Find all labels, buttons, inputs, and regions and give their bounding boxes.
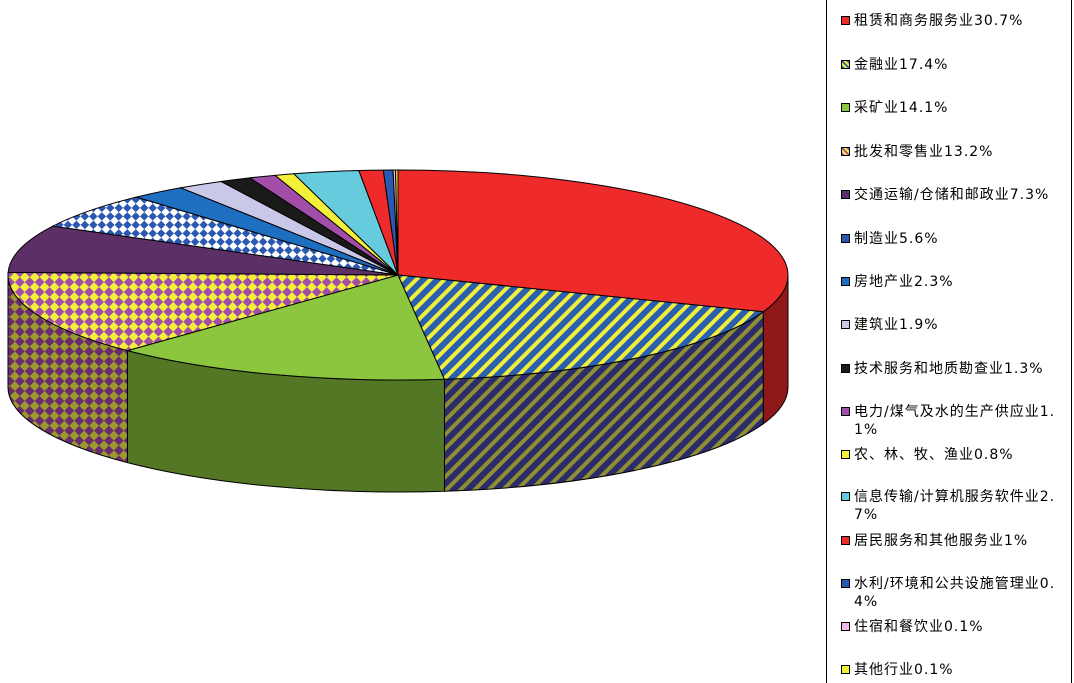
legend-item: 农、林、牧、渔业0.8% bbox=[841, 446, 1071, 464]
chart-legend: 租赁和商务服务业30.7% 金融业17.4% 采矿业14.1% 批发和零售业13.2%… bbox=[826, 0, 1072, 683]
pie-chart bbox=[7, 169, 789, 493]
legend-label: 住宿和餐饮业0.1% bbox=[854, 619, 984, 635]
legend-swatch bbox=[841, 364, 850, 373]
legend-label: 建筑业1.9% bbox=[854, 317, 939, 333]
legend-label: 水利/环境和公共设施管理业0.4% bbox=[854, 576, 1056, 610]
legend-item: 电力/煤气及水的生产供应业1.1% bbox=[841, 403, 1071, 439]
legend-label: 房地产业2.3% bbox=[854, 274, 954, 290]
legend-label: 居民服务和其他服务业1% bbox=[854, 533, 1029, 549]
legend-label: 交通运输/仓储和邮政业7.3% bbox=[854, 187, 1050, 203]
legend-swatch bbox=[841, 492, 850, 501]
legend-label: 租赁和商务服务业30.7% bbox=[854, 13, 1024, 29]
legend-item: 租赁和商务服务业30.7% bbox=[841, 12, 1071, 30]
pie-slice-4 bbox=[7, 225, 399, 276]
legend-swatch bbox=[841, 103, 850, 112]
legend-item: 水利/环境和公共设施管理业0.4% bbox=[841, 575, 1071, 611]
legend-swatch bbox=[841, 234, 850, 243]
legend-item: 制造业5.6% bbox=[841, 230, 1071, 248]
legend-label: 电力/煤气及水的生产供应业1.1% bbox=[854, 404, 1056, 438]
pie-top-faces bbox=[7, 169, 789, 381]
legend-item: 其他行业0.1% bbox=[841, 661, 1071, 679]
legend-item: 信息传输/计算机服务软件业2.7% bbox=[841, 488, 1071, 524]
legend-swatch bbox=[841, 407, 850, 416]
legend-swatch bbox=[841, 16, 850, 25]
pie-slice-1 bbox=[397, 274, 765, 380]
legend-swatch bbox=[841, 277, 850, 286]
pie-slice-2 bbox=[125, 274, 446, 381]
legend-swatch bbox=[841, 536, 850, 545]
legend-item: 金融业17.4% bbox=[841, 56, 1071, 74]
legend-item: 批发和零售业13.2% bbox=[841, 143, 1071, 161]
legend-item: 交通运输/仓储和邮政业7.3% bbox=[841, 186, 1071, 204]
legend-swatch bbox=[841, 622, 850, 631]
legend-label: 信息传输/计算机服务软件业2.7% bbox=[854, 489, 1056, 523]
legend-swatch bbox=[841, 665, 850, 674]
legend-item: 房地产业2.3% bbox=[841, 273, 1071, 291]
legend-item: 居民服务和其他服务业1% bbox=[841, 532, 1071, 550]
pie-side-walls bbox=[7, 274, 789, 493]
legend-swatch bbox=[841, 450, 850, 459]
legend-item: 采矿业14.1% bbox=[841, 99, 1071, 117]
legend-swatch bbox=[841, 579, 850, 588]
legend-item: 住宿和餐饮业0.1% bbox=[841, 618, 1071, 636]
legend-swatch bbox=[841, 190, 850, 199]
legend-label: 金融业17.4% bbox=[854, 57, 949, 73]
legend-label: 其他行业0.1% bbox=[854, 662, 954, 678]
legend-swatch bbox=[841, 60, 850, 69]
legend-label: 农、林、牧、渔业0.8% bbox=[854, 447, 1014, 463]
pie-slice-0 bbox=[397, 169, 789, 313]
pie-slice-5 bbox=[51, 196, 399, 276]
legend-label: 采矿业14.1% bbox=[854, 100, 949, 116]
pie-slice-3 bbox=[7, 271, 399, 352]
pie-slice-15 bbox=[395, 169, 399, 276]
legend-swatch bbox=[841, 147, 850, 156]
legend-swatch bbox=[841, 320, 850, 329]
legend-item: 技术服务和地质勘查业1.3% bbox=[841, 360, 1071, 378]
legend-item: 建筑业1.9% bbox=[841, 316, 1071, 334]
legend-label: 制造业5.6% bbox=[854, 231, 939, 247]
legend-label: 批发和零售业13.2% bbox=[854, 144, 994, 160]
legend-label: 技术服务和地质勘查业1.3% bbox=[854, 361, 1044, 377]
